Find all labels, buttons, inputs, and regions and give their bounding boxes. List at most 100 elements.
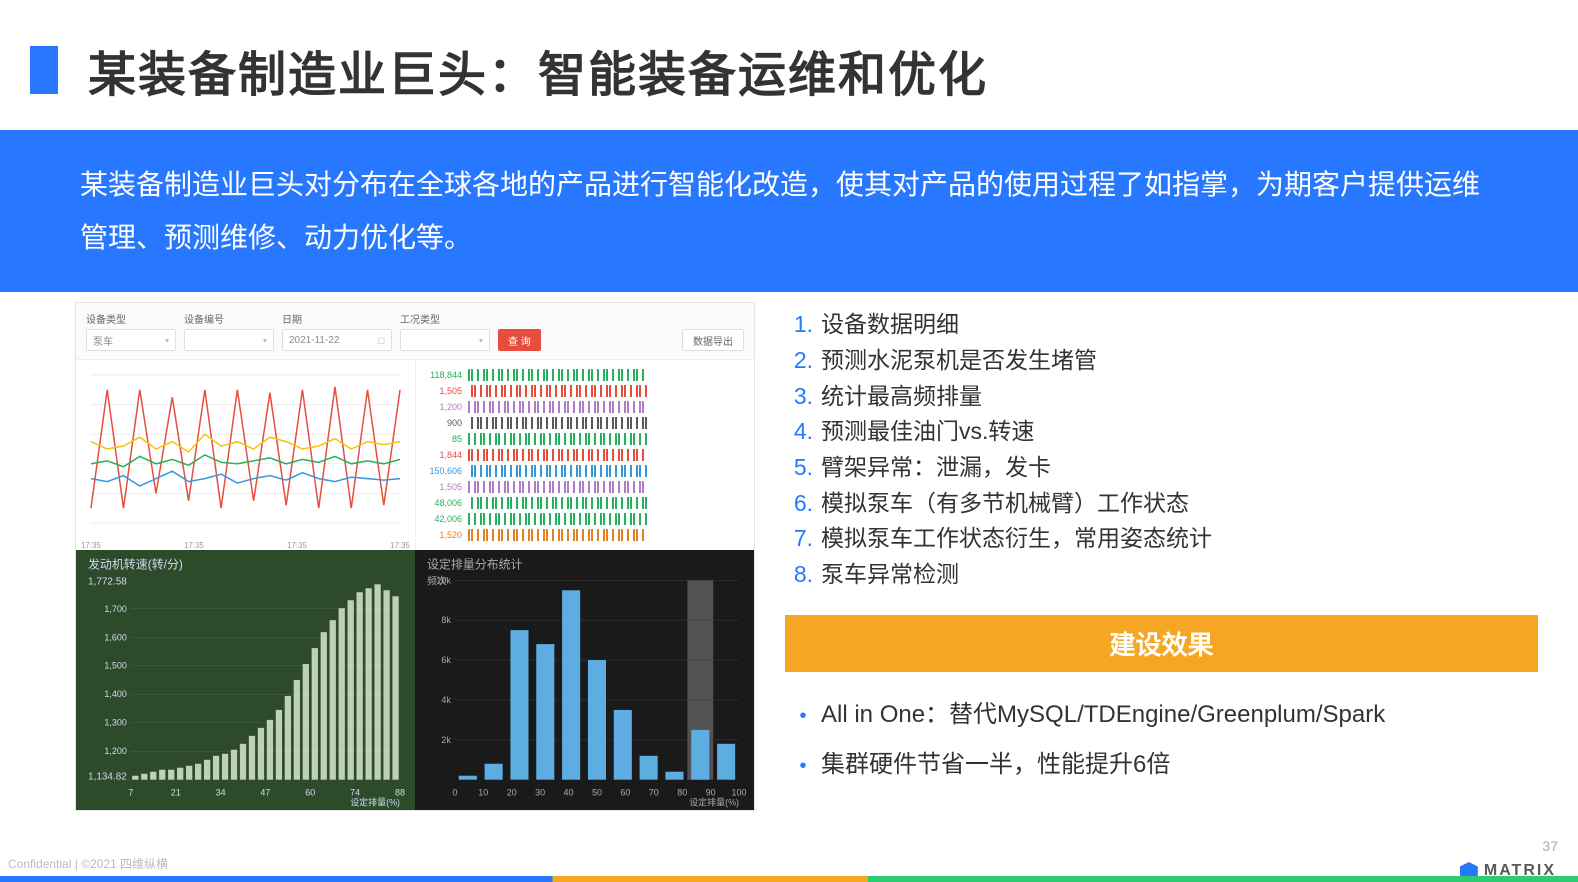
- dashboard-charts-row: 17:3517:3517:3517:35 118,8441,5051,20090…: [76, 360, 754, 550]
- effect-item: •集群硬件节省一半，性能提升6倍: [785, 740, 1538, 790]
- feature-item: 8.泵车异常检测: [785, 557, 1538, 593]
- svg-text:8k: 8k: [441, 616, 451, 626]
- barcode-bars: [468, 497, 748, 509]
- feature-item: 1.设备数据明细: [785, 307, 1538, 343]
- effect-text: All in One：替代MySQL/TDEngine/Greenplum/Sp…: [821, 690, 1385, 740]
- filter-device-type: 设备类型 泵车 ▾: [86, 311, 176, 351]
- features-list: 1.设备数据明细2.预测水泥泵机是否发生堵管3.统计最高频排量4.预测最佳油门v…: [785, 307, 1538, 592]
- svg-text:80: 80: [677, 788, 687, 798]
- multiline-chart: 17:3517:3517:3517:35: [76, 360, 416, 550]
- barcode-value: 1,200: [422, 402, 462, 412]
- svg-text:4k: 4k: [441, 695, 451, 705]
- filter-date: 日期 2021-11-22 ▢: [282, 311, 392, 351]
- svg-text:88: 88: [395, 788, 405, 798]
- feature-text: 模拟泵车工作状态衍生，常用姿态统计: [821, 521, 1212, 557]
- feature-number: 5.: [785, 450, 821, 486]
- feature-number: 4.: [785, 414, 821, 450]
- barcode-value: 48,006: [422, 498, 462, 508]
- barcode-row: 900: [422, 416, 748, 430]
- barcode-row: 150,606: [422, 464, 748, 478]
- svg-text:1,700: 1,700: [104, 604, 126, 614]
- barcode-bars: [468, 465, 748, 477]
- barcode-bars: [468, 385, 748, 397]
- barcode-value: 1,844: [422, 450, 462, 460]
- chevron-down-icon: ▾: [165, 336, 169, 345]
- svg-text:17:35: 17:35: [81, 541, 101, 550]
- svg-text:17:35: 17:35: [287, 541, 307, 550]
- device-type-select[interactable]: 泵车 ▾: [86, 329, 176, 351]
- svg-text:100: 100: [732, 788, 747, 798]
- feature-item: 6.模拟泵车（有多节机械臂）工作状态: [785, 486, 1538, 522]
- filter-label: 设备类型: [86, 311, 176, 326]
- svg-text:21: 21: [171, 788, 181, 798]
- effect-header: 建设效果: [785, 615, 1538, 672]
- filter-label: 设备编号: [184, 311, 274, 326]
- engine-speed-chart: 发动机转速(转/分)1,772.581,7001,6001,5001,4001,…: [76, 550, 415, 810]
- feature-text: 臂架异常：泄漏，发卡: [821, 450, 1051, 486]
- confidential-text: Confidential | ©2021 四维纵横: [8, 855, 168, 872]
- dark-charts-row: 发动机转速(转/分)1,772.581,7001,6001,5001,4001,…: [76, 550, 754, 810]
- page-number: 37: [1542, 838, 1558, 854]
- dashboard-panel: 设备类型 泵车 ▾ 设备编号 ▾ 日期 2021-11-: [75, 302, 755, 811]
- title-bar: 某装备制造业巨头：智能装备运维和优化: [0, 0, 1578, 130]
- effect-text: 集群硬件节省一半，性能提升6倍: [821, 740, 1170, 790]
- feature-number: 3.: [785, 379, 821, 415]
- description-banner: 某装备制造业巨头对分布在全球各地的产品进行智能化改造，使其对产品的使用过程了如指…: [0, 130, 1578, 292]
- svg-text:10: 10: [478, 788, 488, 798]
- svg-text:47: 47: [260, 788, 270, 798]
- feature-item: 2.预测水泥泵机是否发生堵管: [785, 343, 1538, 379]
- barcode-row: 1,520: [422, 528, 748, 542]
- svg-text:0: 0: [452, 788, 457, 798]
- dashboard-screenshot: 设备类型 泵车 ▾ 设备编号 ▾ 日期 2021-11-: [75, 302, 755, 811]
- svg-text:1,134.82: 1,134.82: [88, 772, 127, 783]
- svg-text:6k: 6k: [441, 655, 451, 665]
- footer-stripe: [0, 876, 1578, 882]
- filter-label: 工况类型: [400, 311, 490, 326]
- work-type-select[interactable]: ▾: [400, 329, 490, 351]
- barcode-row: 118,844: [422, 368, 748, 382]
- barcode-value: 1,520: [422, 530, 462, 540]
- date-value: 2021-11-22: [289, 335, 339, 346]
- barcode-value: 900: [422, 418, 462, 428]
- footer: Confidential | ©2021 四维纵横 37 MATRIX: [0, 856, 1578, 882]
- svg-text:90: 90: [706, 788, 716, 798]
- chevron-down-icon: ▾: [479, 336, 483, 345]
- feature-item: 5.臂架异常：泄漏，发卡: [785, 450, 1538, 486]
- barcode-chart: 118,844 1,505 1,200 900 85 1,844 150,606 1,505 4…: [416, 360, 754, 550]
- barcode-row: 1,505: [422, 384, 748, 398]
- bullet-icon: •: [785, 745, 821, 787]
- svg-text:74: 74: [350, 788, 360, 798]
- svg-text:30: 30: [535, 788, 545, 798]
- date-input[interactable]: 2021-11-22 ▢: [282, 329, 392, 351]
- content-row: 设备类型 泵车 ▾ 设备编号 ▾ 日期 2021-11-: [0, 292, 1578, 811]
- filter-work-type: 工况类型 ▾: [400, 311, 490, 351]
- feature-text: 模拟泵车（有多节机械臂）工作状态: [821, 486, 1189, 522]
- svg-text:40: 40: [564, 788, 574, 798]
- svg-text:1,300: 1,300: [104, 718, 126, 728]
- feature-text: 设备数据明细: [821, 307, 959, 343]
- barcode-bars: [468, 481, 748, 493]
- svg-text:60: 60: [620, 788, 630, 798]
- feature-text: 泵车异常检测: [821, 557, 959, 593]
- barcode-bars: [468, 369, 748, 381]
- filter-device-no: 设备编号 ▾: [184, 311, 274, 351]
- svg-text:70: 70: [649, 788, 659, 798]
- svg-text:10k: 10k: [436, 576, 451, 586]
- feature-number: 2.: [785, 343, 821, 379]
- filter-label: 日期: [282, 311, 392, 326]
- export-button[interactable]: 数据导出: [682, 329, 744, 351]
- device-no-select[interactable]: ▾: [184, 329, 274, 351]
- barcode-value: 1,505: [422, 482, 462, 492]
- feature-number: 7.: [785, 521, 821, 557]
- barcode-bars: [468, 529, 748, 541]
- svg-text:2k: 2k: [441, 735, 451, 745]
- barcode-bars: [468, 433, 748, 445]
- feature-item: 4.预测最佳油门vs.转速: [785, 414, 1538, 450]
- svg-text:设定排量(%): 设定排量(%): [350, 797, 400, 808]
- search-button[interactable]: 查 询: [498, 329, 541, 351]
- title-marker: [30, 46, 58, 94]
- svg-text:1,400: 1,400: [104, 690, 126, 700]
- barcode-row: 85: [422, 432, 748, 446]
- feature-text: 统计最高频排量: [821, 379, 982, 415]
- svg-text:20: 20: [507, 788, 517, 798]
